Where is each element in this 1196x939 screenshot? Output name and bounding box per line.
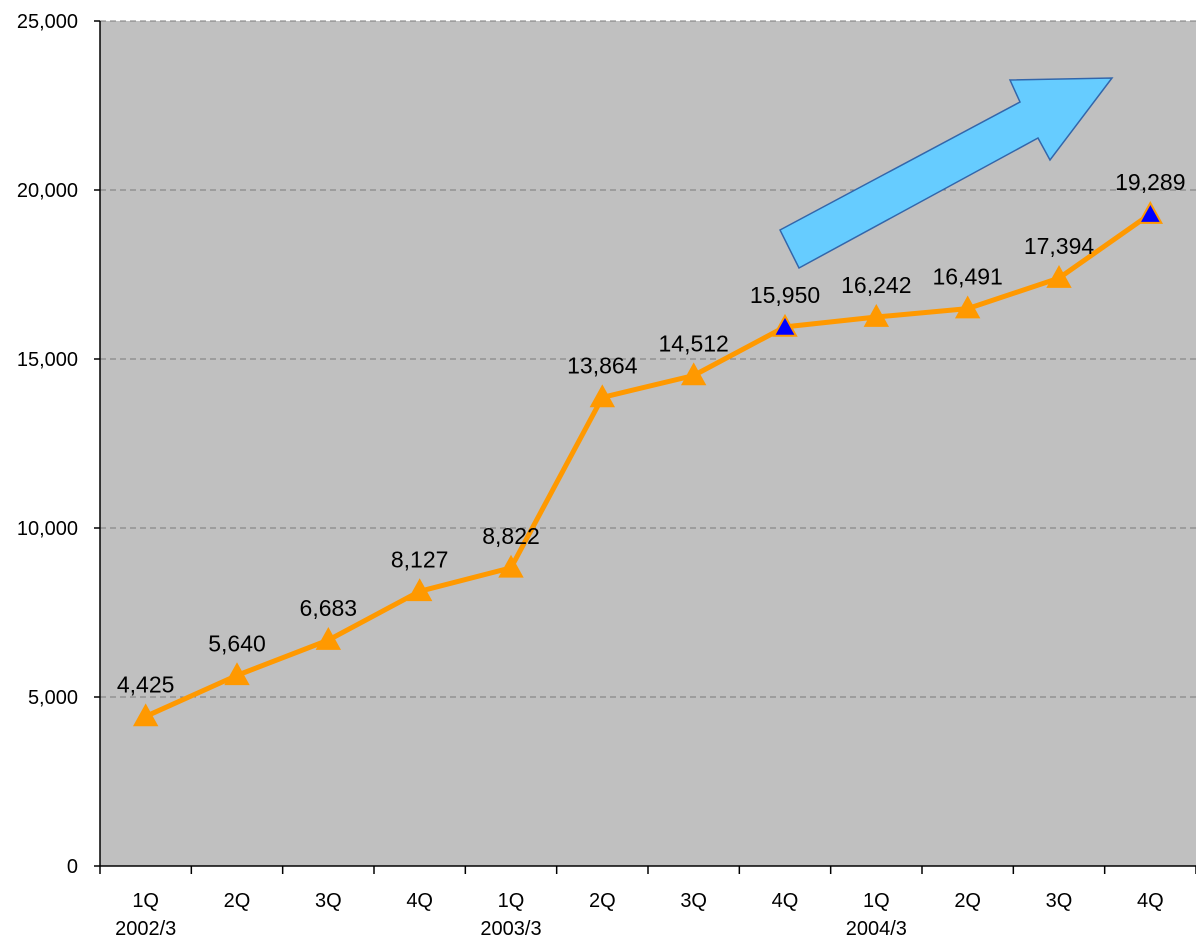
data-label: 16,242 (841, 272, 911, 298)
y-tick-label: 15,000 (17, 349, 78, 371)
x-tick-label: 3Q (315, 890, 342, 912)
y-tick-label: 20,000 (17, 180, 78, 202)
x-tick-label: 3Q (1046, 890, 1073, 912)
data-label: 19,289 (1115, 169, 1185, 195)
series-line (144, 211, 1152, 719)
data-label: 4,425 (117, 671, 175, 697)
data-point (406, 578, 433, 602)
data-point (863, 303, 890, 327)
x-tick-label: 4Q (1137, 890, 1164, 912)
data-label: 17,394 (1024, 233, 1095, 259)
trend-arrow-icon (779, 77, 1114, 270)
data-point (954, 295, 981, 319)
data-label: 6,683 (300, 595, 358, 621)
x-tick-label: 2Q (954, 890, 981, 912)
data-label: 5,640 (208, 630, 266, 656)
x-tick-label: 1Q (498, 890, 525, 912)
data-labels: 4,425 5,640 6,683 8,127 8,822 13,864 14,512 15,… (117, 169, 1186, 697)
x-group-label: 2003/3 (480, 918, 541, 939)
x-group-label: 2004/3 (846, 918, 907, 939)
data-point (1137, 200, 1164, 224)
data-point (589, 384, 616, 408)
data-point (498, 554, 524, 578)
x-tick-label: 2Q (224, 890, 251, 912)
plot-area (100, 21, 1196, 866)
data-label: 15,950 (750, 282, 820, 308)
y-ticks: 0 5,000 10,000 15,000 20,000 25,000 (17, 11, 100, 878)
x-tick-label: 3Q (680, 890, 707, 912)
data-label: 8,127 (391, 546, 449, 572)
data-label: 16,491 (932, 264, 1002, 290)
y-tick-label: 25,000 (17, 11, 78, 33)
x-tick-label: 2Q (589, 890, 616, 912)
data-label: 14,512 (658, 330, 728, 356)
y-tick-label: 5,000 (28, 687, 78, 709)
y-tick-label: 0 (67, 856, 78, 878)
data-point (315, 627, 342, 650)
x-tick-label: 4Q (406, 890, 433, 912)
x-tick-label: 1Q (863, 890, 890, 912)
x-ticks: 1Q 2Q 3Q 4Q 1Q 2Q 3Q 4Q 1Q 2Q 3Q 4Q 2002/3 2003/3 2004… (99, 866, 1196, 939)
data-label: 13,864 (567, 352, 638, 378)
data-point (1046, 265, 1072, 288)
data-point (772, 313, 798, 337)
x-tick-label: 4Q (772, 890, 799, 912)
data-point (680, 362, 707, 386)
x-tick-label: 1Q (132, 890, 159, 912)
data-point (224, 662, 250, 686)
data-label: 8,822 (482, 523, 540, 549)
x-group-label: 2002/3 (115, 918, 176, 939)
data-point (132, 703, 159, 727)
y-tick-label: 10,000 (17, 518, 78, 540)
gridlines (100, 20, 1196, 698)
data-markers (132, 200, 1164, 727)
